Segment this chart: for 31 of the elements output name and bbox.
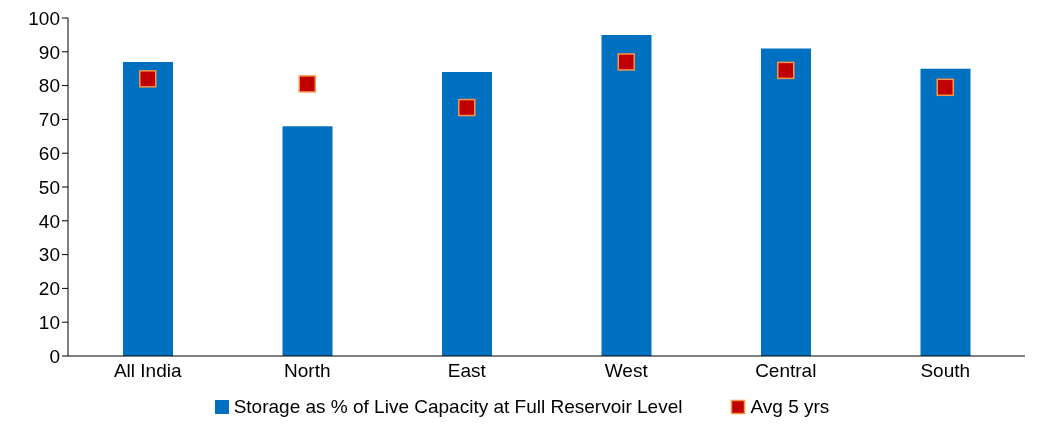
point (139, 70, 157, 88)
x-tick-label: East (447, 360, 487, 382)
point (458, 98, 476, 117)
bar (442, 72, 492, 356)
y-tick-label: 70 (38, 109, 60, 131)
x-tick-label: West (604, 360, 649, 382)
bar (761, 48, 811, 356)
y-tick-label: 50 (38, 176, 60, 198)
x-tick-label: North (284, 360, 331, 382)
x-tick-label: South (920, 360, 971, 382)
legend-label: Storage as % of Live Capacity at Full Reservoir Level (233, 396, 683, 418)
x-tick-label: All India (113, 360, 182, 382)
bar (123, 61, 173, 356)
legend-label: Avg 5 yrs (750, 396, 830, 418)
point (298, 75, 316, 93)
y-tick-label: 40 (38, 210, 60, 232)
y-tick-label: 20 (38, 278, 60, 300)
y-tick-label: 90 (38, 41, 60, 63)
y-tick-label: 10 (38, 311, 60, 333)
y-tick-label: 60 (38, 142, 60, 164)
y-tick-label: 100 (28, 7, 60, 29)
y-tick-label: 30 (38, 244, 60, 266)
bar (601, 34, 652, 356)
bar (282, 126, 333, 356)
bar (920, 68, 971, 356)
point (617, 53, 635, 71)
point (777, 61, 795, 80)
y-tick-label: 80 (38, 75, 60, 97)
x-tick-label: Central (755, 360, 817, 382)
y-tick-label: 0 (49, 345, 60, 367)
point (936, 78, 954, 97)
